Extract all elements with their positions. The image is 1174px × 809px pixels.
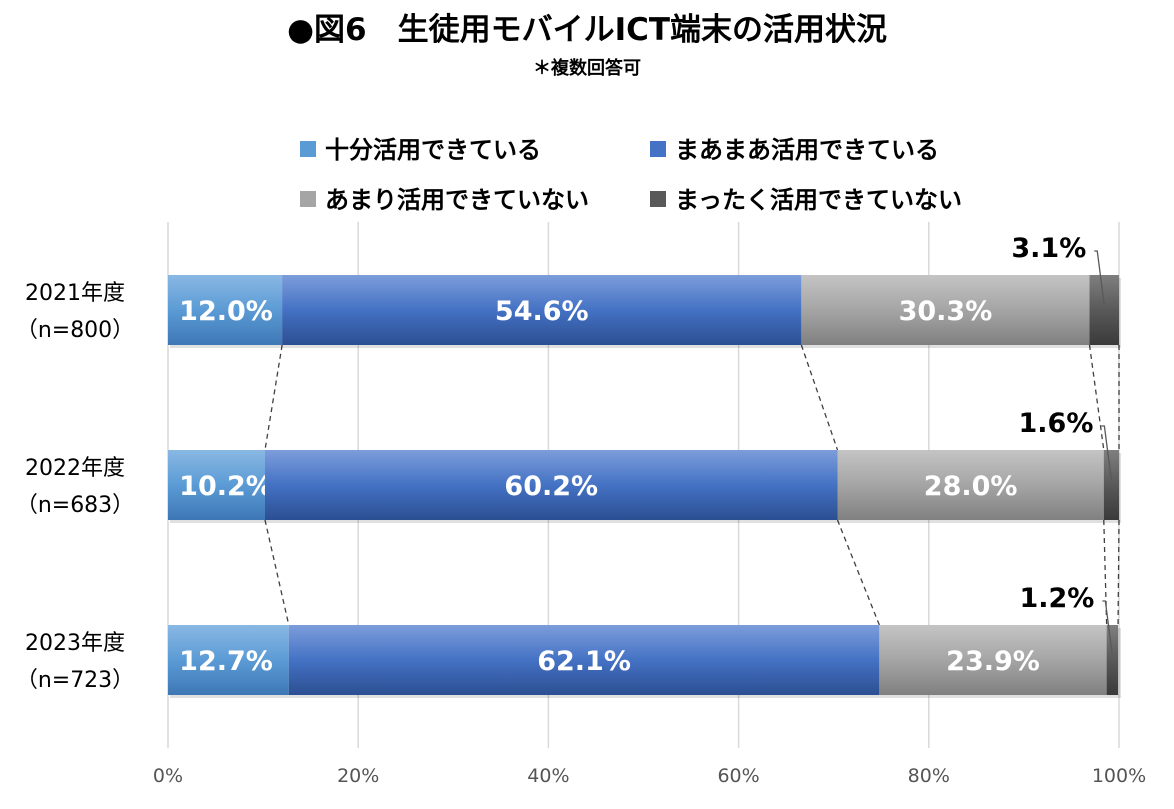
tick-label: 60% — [717, 765, 759, 787]
data-label: 12.0% — [179, 296, 273, 327]
tick-label: 40% — [527, 765, 569, 787]
legend-label: まあまあ活用できている — [675, 136, 939, 164]
category-n: （n=683） — [16, 493, 134, 518]
tick-label: 0% — [153, 765, 183, 787]
bar-segment — [1106, 625, 1119, 695]
bar-segment — [282, 275, 802, 345]
series-line — [264, 344, 283, 451]
data-label: 54.6% — [495, 296, 589, 327]
bar-segment — [288, 625, 880, 695]
series-lines — [264, 344, 1120, 626]
category-labels: 2021年度 （n=800） 2022年度 （n=683） 2023年度 （n=723） — [16, 281, 134, 693]
legend-swatch — [300, 141, 316, 157]
legend-label: あまり活用できていない — [325, 186, 589, 214]
bars: 12.0% 54.6% 30.3% 3.1% 10.2% 60.2% 28.0% 1.6% 12… — [168, 233, 1121, 698]
legend-swatch — [650, 191, 666, 207]
x-axis-ticks: 0% 20% 40% 60% 80% 100% — [153, 765, 1146, 787]
data-label: 30.3% — [899, 296, 993, 327]
tick-label: 80% — [908, 765, 950, 787]
data-label: 28.0% — [924, 471, 1018, 502]
data-label: 23.9% — [946, 646, 1040, 677]
bar-segment — [265, 450, 838, 520]
data-label: 60.2% — [504, 471, 598, 502]
bar-segment — [168, 275, 283, 345]
data-label: 1.6% — [1019, 408, 1094, 439]
callout-leader — [1101, 425, 1113, 481]
data-label: 10.2% — [179, 471, 273, 502]
chart-title: ●図6 生徒用モバイルICT端末の活用状況 — [287, 12, 887, 48]
callout-leader — [1094, 250, 1105, 306]
data-label: 1.2% — [1019, 583, 1094, 614]
legend-swatch — [650, 141, 666, 157]
category-year: 2021年度 — [25, 281, 125, 306]
category-year: 2022年度 — [25, 456, 125, 481]
series-line — [800, 344, 839, 451]
category-n: （n=800） — [16, 318, 134, 343]
bar-segment — [879, 625, 1107, 695]
bar-segment — [1103, 450, 1119, 520]
bar-segment — [168, 625, 289, 695]
tick-label: 100% — [1092, 765, 1146, 787]
bar-segment — [801, 275, 1090, 345]
data-label: 3.1% — [1011, 233, 1086, 264]
bar-segment — [837, 450, 1104, 520]
series-line — [836, 519, 880, 626]
data-label: 62.1% — [537, 646, 631, 677]
callout-leader — [1102, 600, 1113, 656]
category-year: 2023年度 — [25, 631, 125, 656]
legend-label: まったく活用できていない — [675, 186, 962, 214]
bar-segment — [1089, 275, 1119, 345]
category-n: （n=723） — [16, 668, 134, 693]
series-line — [264, 519, 290, 626]
tick-label: 20% — [337, 765, 379, 787]
bar-segment — [168, 450, 266, 520]
legend-label: 十分活用できている — [325, 136, 541, 164]
legend-swatch — [300, 191, 316, 207]
chart-subtitle: ＊複数回答可 — [533, 57, 641, 79]
data-label: 12.7% — [179, 646, 273, 677]
